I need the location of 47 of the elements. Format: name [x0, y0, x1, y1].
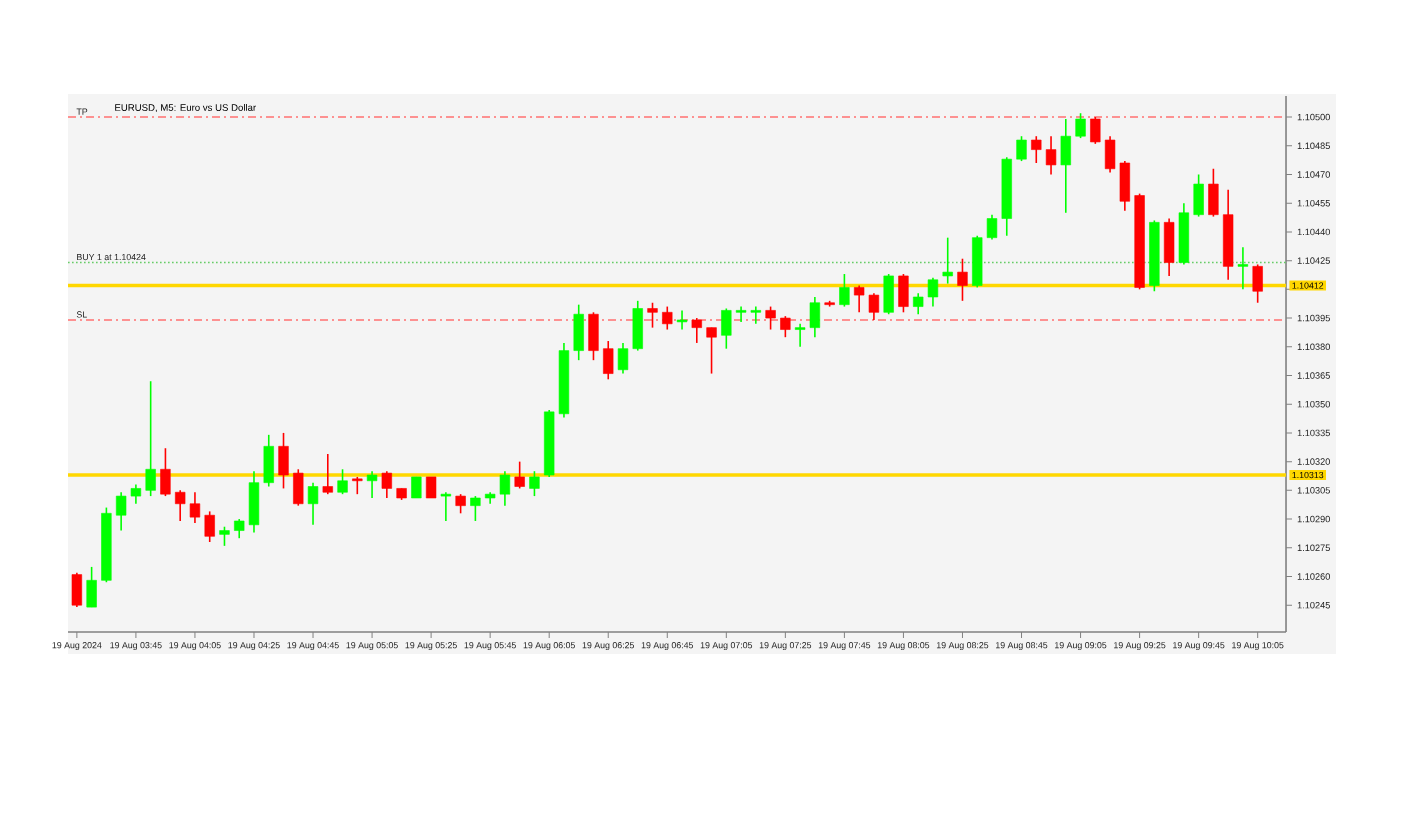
candlestick: [219, 525, 230, 547]
candlestick: [839, 273, 850, 308]
candlestick: [86, 566, 97, 608]
candlestick: [293, 468, 304, 507]
candlestick: [411, 476, 422, 499]
candlestick: [307, 481, 319, 526]
candlestick: [573, 303, 584, 361]
candlestick: [440, 491, 452, 522]
candlestick: [957, 257, 968, 302]
candlestick: [721, 307, 732, 350]
candlestick: [322, 453, 333, 495]
candlestick: [470, 495, 481, 522]
candlestick: [1060, 118, 1071, 214]
candlestick: [381, 470, 392, 499]
candlestick: [1090, 116, 1101, 145]
candlestick: [337, 468, 348, 495]
candlestick: [942, 236, 953, 285]
candlestick: [425, 476, 437, 499]
candlestick: [706, 326, 717, 375]
candlestick: [514, 460, 525, 490]
candlestick: [588, 311, 599, 361]
candlestick: [780, 315, 791, 338]
candlestick: [71, 571, 83, 608]
candlestick: [1208, 167, 1219, 218]
candlestick: [898, 273, 909, 314]
candlestick: [883, 273, 894, 316]
candlestick: [603, 340, 614, 381]
candlestick: [278, 432, 289, 490]
candlestick: [676, 309, 688, 331]
candlestick: [204, 510, 215, 543]
candlestick: [529, 470, 540, 497]
candlestick: [662, 305, 673, 331]
candlestick: [366, 470, 378, 499]
candlestick: [1031, 135, 1042, 164]
candlestick: [691, 317, 702, 344]
candlestick: [1045, 135, 1057, 176]
candlestick: [1016, 135, 1027, 162]
candlestick: [1252, 263, 1263, 304]
candlestick: [455, 493, 466, 515]
candlestick: [765, 305, 776, 331]
candlestick: [1075, 112, 1086, 139]
candlestick: [1163, 217, 1175, 277]
candlestick: [1193, 173, 1204, 218]
candlestick: [145, 380, 156, 497]
candlestick: [647, 301, 658, 329]
candlestick: [1237, 246, 1249, 291]
candlestick: [160, 447, 171, 497]
